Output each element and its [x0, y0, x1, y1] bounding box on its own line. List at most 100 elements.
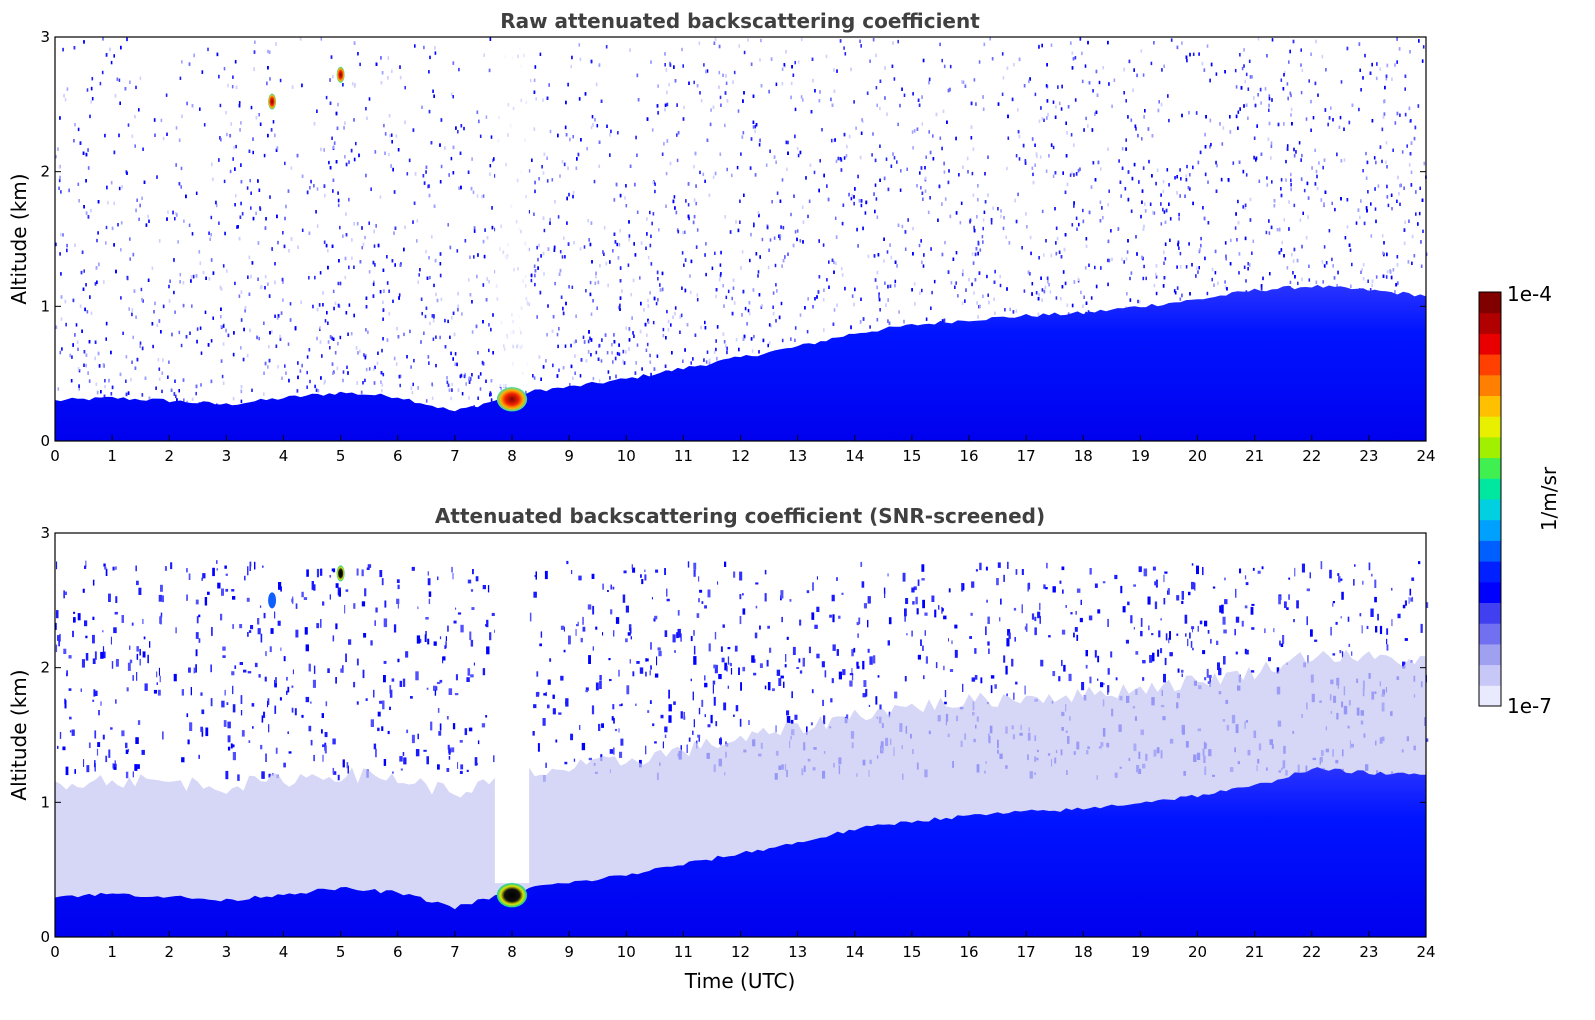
noise-pixel — [250, 191, 252, 195]
noise-pixel — [414, 172, 417, 176]
noise-pixel — [1209, 118, 1212, 123]
noise-pixel — [398, 374, 401, 379]
noise-pixel — [469, 377, 472, 381]
noise-pixel — [408, 158, 411, 163]
noise-pixel — [1348, 120, 1351, 125]
noise-pixel — [1082, 219, 1085, 224]
noise-pixel — [884, 96, 886, 100]
noise-pixel — [156, 175, 158, 179]
noise-pixel — [1041, 288, 1044, 292]
noise-pixel — [1413, 136, 1416, 141]
noise-pixel — [904, 247, 907, 251]
noise-pixel — [1008, 241, 1011, 245]
noise-pixel — [1237, 221, 1240, 225]
noise-pixel — [657, 111, 659, 115]
noise-pixel — [357, 52, 359, 56]
noise-pixel — [666, 309, 668, 314]
noise-pixel — [425, 399, 428, 403]
noise-pixel — [981, 235, 984, 239]
noise-pixel — [1245, 173, 1248, 177]
noise-pixel — [1245, 72, 1248, 77]
noise-pixel — [210, 379, 213, 384]
noise-pixel — [1149, 202, 1152, 206]
noise-pixel — [744, 306, 747, 311]
noise-pixel — [592, 123, 594, 127]
noise-pixel — [1268, 121, 1271, 126]
noise-pixel — [131, 308, 134, 312]
noise-pixel — [532, 374, 534, 378]
noise-pixel — [258, 336, 260, 341]
noise-pixel — [173, 392, 176, 396]
noise-pixel — [234, 167, 236, 171]
noise-pixel — [486, 236, 489, 240]
noise-pixel — [1043, 118, 1045, 122]
noise-pixel — [444, 318, 446, 323]
noise-pixel — [347, 332, 349, 336]
noise-pixel — [316, 109, 318, 113]
noise-pixel — [547, 304, 549, 308]
noise-pixel — [947, 180, 950, 185]
noise-pixel — [542, 365, 545, 369]
noise-pixel — [451, 388, 453, 392]
noise-pixel — [450, 156, 453, 161]
noise-pixel — [742, 337, 745, 341]
noise-pixel — [839, 39, 842, 43]
noise-pixel — [203, 123, 206, 127]
noise-pixel — [1063, 247, 1066, 252]
noise-pixel — [195, 191, 198, 195]
noise-pixel — [439, 335, 441, 340]
noise-pixel — [388, 114, 391, 118]
x-tick-label: 16 — [959, 447, 978, 465]
noise-pixel — [308, 276, 310, 280]
noise-pixel — [1369, 288, 1372, 292]
noise-pixel — [329, 346, 331, 350]
noise-pixel — [382, 308, 385, 312]
noise-pixel — [74, 123, 76, 127]
noise-pixel — [1064, 281, 1067, 286]
noise-pixel — [1176, 45, 1179, 50]
noise-pixel — [768, 89, 770, 94]
noise-pixel — [1403, 241, 1406, 245]
noise-pixel — [1423, 161, 1426, 166]
noise-pixel — [695, 201, 697, 206]
noise-pixel — [609, 376, 611, 380]
noise-pixel — [1198, 266, 1200, 270]
noise-pixel — [565, 301, 567, 306]
noise-pixel — [893, 77, 896, 81]
noise-pixel — [1163, 250, 1165, 255]
noise-pixel — [1192, 165, 1194, 170]
noise-pixel — [1110, 229, 1112, 233]
noise-pixel — [339, 281, 342, 286]
noise-pixel — [548, 83, 550, 87]
noise-pixel — [708, 358, 711, 363]
noise-pixel — [1165, 208, 1168, 213]
noise-pixel — [363, 353, 365, 357]
noise-pixel — [417, 386, 419, 390]
noise-pixel — [566, 221, 568, 225]
noise-pixel — [68, 188, 70, 193]
noise-pixel — [249, 328, 251, 333]
noise-pixel — [1085, 116, 1087, 121]
noise-pixel — [182, 281, 185, 285]
noise-pixel — [1092, 161, 1095, 165]
noise-pixel — [819, 159, 821, 163]
noise-pixel — [534, 282, 536, 287]
noise-pixel — [478, 119, 480, 124]
noise-pixel — [321, 354, 323, 358]
noise-pixel — [1371, 119, 1374, 123]
noise-pixel — [1398, 47, 1401, 51]
noise-pixel — [99, 81, 102, 86]
noise-pixel — [615, 374, 617, 379]
noise-pixel — [977, 198, 979, 202]
noise-pixel — [587, 339, 590, 344]
noise-pixel — [183, 219, 185, 223]
noise-pixel — [1095, 110, 1098, 114]
noise-pixel — [337, 341, 339, 346]
noise-pixel — [365, 107, 367, 111]
noise-pixel — [1038, 256, 1040, 260]
noise-pixel — [1370, 234, 1373, 238]
noise-pixel — [500, 386, 502, 391]
noise-pixel — [1214, 271, 1217, 275]
noise-pixel — [1301, 277, 1303, 282]
noise-pixel — [319, 271, 322, 275]
